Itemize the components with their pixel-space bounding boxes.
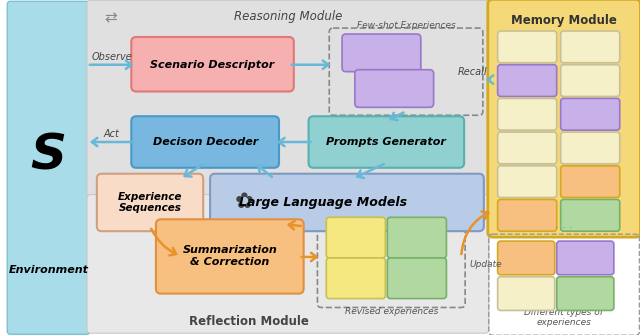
FancyBboxPatch shape: [97, 174, 204, 231]
Text: Recall: Recall: [458, 67, 488, 77]
Text: S: S: [31, 132, 67, 180]
FancyBboxPatch shape: [326, 258, 385, 298]
FancyBboxPatch shape: [561, 132, 620, 164]
Text: Memory Module: Memory Module: [511, 14, 616, 27]
FancyBboxPatch shape: [87, 195, 489, 333]
FancyBboxPatch shape: [561, 199, 620, 231]
FancyBboxPatch shape: [326, 217, 385, 258]
FancyBboxPatch shape: [561, 166, 620, 198]
FancyBboxPatch shape: [488, 0, 640, 237]
FancyBboxPatch shape: [498, 199, 557, 231]
Text: ⇄: ⇄: [104, 11, 117, 26]
FancyBboxPatch shape: [87, 0, 489, 201]
FancyBboxPatch shape: [308, 116, 464, 168]
Text: Decison Decoder: Decison Decoder: [152, 137, 258, 147]
Text: Summarization
& Correction: Summarization & Correction: [182, 245, 277, 267]
FancyBboxPatch shape: [131, 116, 279, 168]
FancyBboxPatch shape: [498, 166, 557, 198]
Text: Large Language Models: Large Language Models: [239, 196, 408, 209]
FancyBboxPatch shape: [210, 174, 484, 231]
Text: Update: Update: [469, 260, 502, 269]
FancyBboxPatch shape: [498, 98, 557, 130]
Text: · · ·: · · ·: [399, 65, 413, 75]
Text: Reasoning Module: Reasoning Module: [234, 10, 342, 23]
FancyBboxPatch shape: [498, 31, 557, 63]
FancyBboxPatch shape: [387, 217, 447, 258]
FancyBboxPatch shape: [561, 31, 620, 63]
Text: · · ·: · · ·: [555, 223, 573, 233]
Text: Scenario Descriptor: Scenario Descriptor: [150, 60, 274, 70]
Text: ✿: ✿: [236, 192, 254, 212]
Text: Different types of
experiences: Different types of experiences: [524, 308, 603, 327]
FancyBboxPatch shape: [498, 277, 555, 311]
FancyBboxPatch shape: [342, 34, 421, 72]
FancyBboxPatch shape: [355, 70, 434, 107]
FancyBboxPatch shape: [557, 277, 614, 311]
Text: Experience
Sequences: Experience Sequences: [118, 192, 182, 213]
Text: Act: Act: [104, 129, 120, 139]
Text: Few-shot Experiences: Few-shot Experiences: [356, 20, 456, 29]
Text: Revised experiences: Revised experiences: [344, 307, 438, 316]
Text: Prompts Generator: Prompts Generator: [326, 137, 446, 147]
FancyBboxPatch shape: [7, 1, 90, 334]
FancyBboxPatch shape: [156, 219, 303, 293]
Text: Reflection Module: Reflection Module: [189, 315, 308, 328]
FancyBboxPatch shape: [557, 241, 614, 275]
FancyBboxPatch shape: [387, 258, 447, 298]
Text: Observe: Observe: [92, 52, 132, 62]
FancyBboxPatch shape: [498, 65, 557, 96]
Text: Environment: Environment: [8, 265, 88, 275]
FancyBboxPatch shape: [561, 65, 620, 96]
FancyBboxPatch shape: [561, 98, 620, 130]
FancyBboxPatch shape: [498, 132, 557, 164]
FancyBboxPatch shape: [131, 37, 294, 91]
FancyBboxPatch shape: [498, 241, 555, 275]
